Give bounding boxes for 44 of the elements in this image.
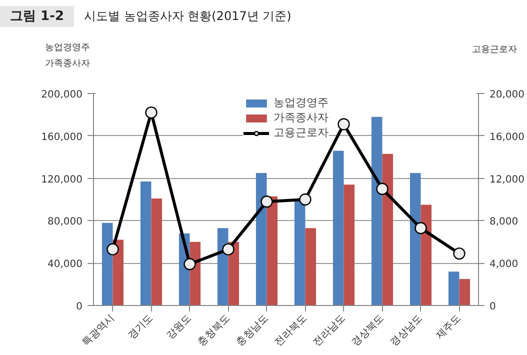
y-tick-label: 200,000 [41, 90, 83, 100]
bar [102, 222, 113, 306]
chart-subtitle: 시도별 농업종사자 현황(2017년 기준) [84, 9, 292, 23]
bar [151, 198, 162, 306]
point [453, 247, 466, 260]
y2-tick-label: 12,000 [490, 174, 524, 186]
y2-tick-label: 8,000 [490, 216, 518, 228]
y-tick-label: 160,000 [41, 132, 83, 143]
point [145, 106, 158, 119]
chart-title: 그림 1-2 [0, 6, 74, 27]
y-axis-title: 농업경영주 가족종사자 [44, 42, 90, 71]
bar [420, 204, 432, 306]
point [414, 222, 427, 234]
bar [266, 196, 278, 306]
point [184, 258, 196, 270]
y2-tick-label: 0 [490, 302, 496, 312]
y2-tick-label: 4,000 [490, 259, 518, 270]
y2-tick-label: 16,000 [490, 132, 524, 143]
y-tick-label: 120,000 [41, 174, 83, 186]
legend-label: 가족종사자 [274, 110, 328, 125]
bar [217, 228, 228, 306]
bar [382, 154, 394, 306]
bar [140, 181, 152, 306]
point [260, 196, 273, 208]
bar [371, 116, 382, 306]
y-tick-label: 0 [76, 302, 83, 312]
point [299, 193, 312, 206]
bar [410, 173, 421, 306]
point [106, 243, 119, 256]
y-tick-label: 80,000 [48, 216, 83, 228]
y-tick-label: 40,000 [48, 259, 83, 270]
bar [256, 173, 267, 306]
bar [332, 150, 344, 306]
point [222, 243, 234, 256]
bar [305, 228, 316, 306]
bar [448, 272, 460, 306]
legend-label: 농업경영주 [274, 95, 328, 110]
bar [344, 184, 355, 306]
y2-tick-label: 20,000 [490, 90, 524, 100]
legend-label: 고용근로자 [274, 125, 328, 140]
bar [459, 279, 470, 306]
y2-axis-title: 고용근로자 [471, 44, 517, 57]
point [338, 118, 350, 130]
point [376, 182, 388, 195]
